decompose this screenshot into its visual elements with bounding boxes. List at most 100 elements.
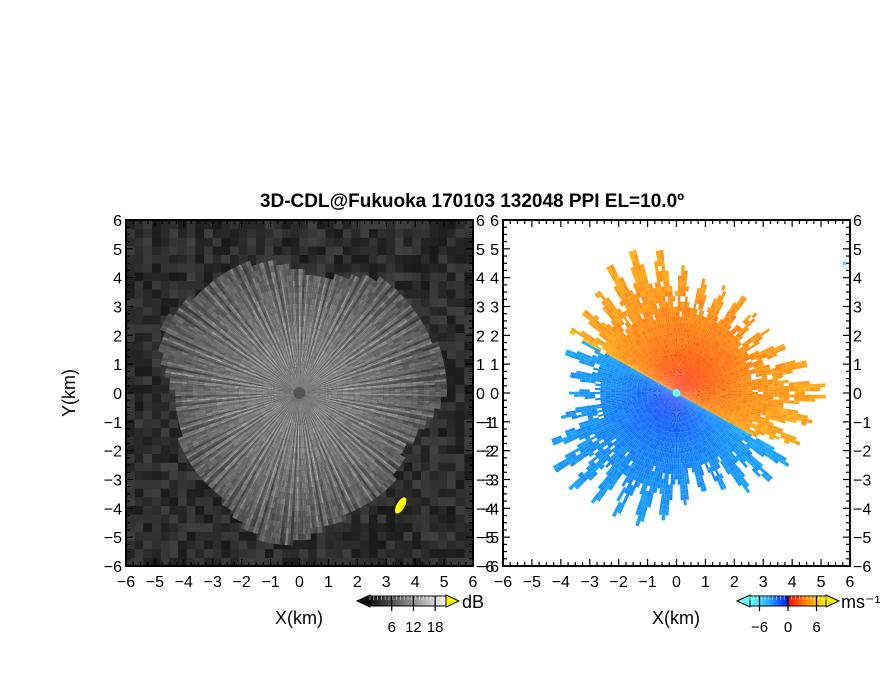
snr-range-gate <box>346 350 352 356</box>
snr-range-gate <box>298 367 299 373</box>
snr-range-gate <box>422 347 429 352</box>
snr-range-gate <box>347 380 354 383</box>
snr-range-gate <box>364 359 371 364</box>
snr-noise-cell <box>360 522 370 532</box>
snr-noise-cell <box>152 557 162 566</box>
snr-range-gate <box>345 372 351 376</box>
snr-range-gate <box>377 325 384 331</box>
snr-range-gate <box>354 342 360 348</box>
snr-noise-cell <box>256 245 266 256</box>
snr-range-gate <box>360 340 366 346</box>
snr-noise-cell <box>429 418 439 429</box>
snr-noise-cell <box>464 453 473 463</box>
snr-range-gate <box>307 286 310 293</box>
snr-noise-cell <box>403 479 413 489</box>
snr-noise-cell <box>473 488 482 497</box>
snr-noise-cell <box>412 220 422 230</box>
snr-range-gate <box>293 367 296 374</box>
snr-range-gate <box>333 292 337 299</box>
snr-range-gate <box>309 370 314 376</box>
snr-range-gate <box>335 347 341 353</box>
snr-noise-cell <box>143 367 153 377</box>
snr-range-gate <box>388 378 395 382</box>
snr-range-gate <box>346 376 353 380</box>
snr-range-gate <box>298 303 301 310</box>
snr-range-gate <box>395 301 402 307</box>
snr-noise-cell <box>152 254 162 264</box>
snr-noise-cell <box>186 548 196 558</box>
snr-range-gate <box>333 305 338 311</box>
snr-range-gate <box>329 303 333 310</box>
snr-noise-cell <box>160 418 170 429</box>
snr-noise-cell <box>178 271 188 282</box>
snr-range-gate <box>308 345 311 351</box>
snr-range-gate <box>312 384 318 387</box>
snr-range-gate <box>421 345 428 350</box>
snr-range-gate <box>349 307 354 313</box>
snr-range-gate <box>366 364 373 368</box>
snr-range-gate <box>314 360 318 366</box>
snr-noise-cell <box>377 531 387 541</box>
snr-noise-cell <box>429 436 439 446</box>
snr-range-gate <box>286 321 289 328</box>
snr-range-gate <box>397 368 404 372</box>
snr-noise-cell <box>420 315 431 325</box>
snr-range-gate <box>308 370 312 376</box>
snr-range-gate <box>385 366 392 370</box>
snr-range-gate <box>278 282 282 289</box>
snr-noise-cell <box>438 470 448 480</box>
snr-range-gate <box>291 356 294 362</box>
snr-range-gate <box>308 309 311 316</box>
snr-range-gate <box>305 344 308 351</box>
snr-range-gate <box>355 334 361 340</box>
snr-range-gate <box>382 288 388 295</box>
snr-range-gate <box>308 275 311 282</box>
snr-noise-cell <box>334 522 344 532</box>
snr-range-gate <box>346 378 353 381</box>
snr-range-gate <box>288 327 291 334</box>
snr-noise-cell <box>420 228 431 238</box>
snr-range-gate <box>291 344 294 351</box>
snr-noise-cell <box>473 402 482 411</box>
snr-range-gate <box>307 388 314 391</box>
snr-range-gate <box>371 310 378 316</box>
snr-range-gate <box>318 363 323 369</box>
snr-range-gate <box>390 334 397 339</box>
snr-range-gate <box>315 281 319 288</box>
snr-range-gate <box>316 379 322 383</box>
snr-range-gate <box>313 386 319 389</box>
snr-noise-cell <box>377 271 387 282</box>
snr-range-gate <box>289 292 292 299</box>
snr-range-gate <box>378 326 385 332</box>
snr-noise-cell <box>160 280 170 290</box>
snr-range-gate <box>353 380 360 383</box>
snr-range-gate <box>298 274 301 281</box>
snr-range-gate <box>313 310 317 317</box>
snr-range-gate <box>334 318 339 324</box>
snr-range-gate <box>294 326 296 333</box>
snr-range-gate <box>371 386 378 389</box>
snr-noise-cell <box>186 531 196 541</box>
snr-range-gate <box>386 338 393 344</box>
snr-range-gate <box>381 375 388 378</box>
snr-range-gate <box>330 367 336 372</box>
snr-range-gate <box>329 358 335 363</box>
snr-range-gate <box>382 378 389 381</box>
snr-range-gate <box>358 329 364 335</box>
snr-range-gate <box>398 336 405 342</box>
snr-noise-cell <box>455 514 465 524</box>
snr-range-gate <box>347 364 354 368</box>
snr-range-gate <box>404 370 411 374</box>
snr-noise-cell <box>290 228 300 238</box>
snr-range-gate <box>323 380 329 384</box>
snr-range-gate <box>335 356 341 361</box>
snr-range-gate <box>331 343 336 349</box>
snr-noise-cell <box>212 237 222 247</box>
snr-range-gate <box>354 352 360 357</box>
snr-range-gate <box>314 275 317 282</box>
snr-range-gate <box>331 389 337 391</box>
snr-range-gate <box>331 297 335 304</box>
snr-range-gate <box>338 334 343 340</box>
snr-range-gate <box>311 304 315 311</box>
snr-noise-cell <box>126 228 136 238</box>
